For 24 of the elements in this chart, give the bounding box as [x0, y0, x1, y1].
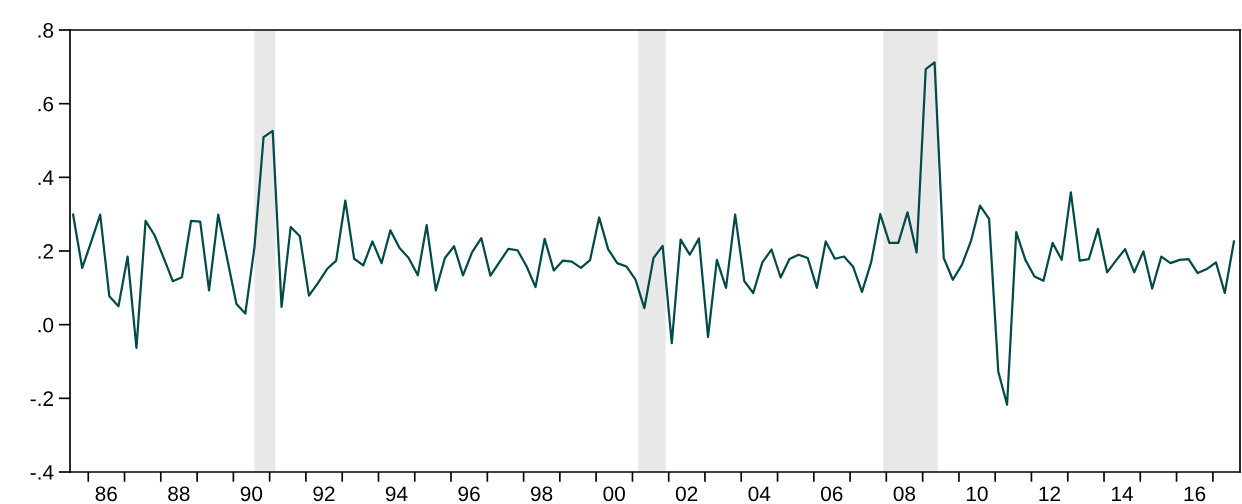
y-tick-label: .6 — [38, 96, 54, 112]
x-tick-label: 98 — [530, 486, 553, 502]
y-tick-label: -.2 — [30, 391, 53, 406]
x-tick-label: 06 — [821, 486, 843, 502]
y-tick-label: .8 — [38, 23, 54, 38]
x-tick-label: 16 — [1184, 486, 1206, 502]
x-tick-label: 04 — [748, 486, 771, 502]
line-series — [71, 61, 1236, 406]
y-tick-label: .4 — [38, 170, 54, 185]
y-tick-label: .2 — [38, 244, 53, 259]
x-tick-label: 86 — [95, 486, 117, 502]
x-tick-label: 94 — [385, 486, 408, 502]
y-tick-label: -.4 — [30, 465, 54, 480]
x-tick-label: 96 — [458, 486, 480, 502]
x-tick-label: 90 — [240, 486, 263, 502]
x-tick-label: 00 — [603, 486, 625, 502]
x-tick-label: 88 — [168, 486, 190, 502]
x-tick-label: 02 — [675, 486, 698, 502]
x-tick-label: 10 — [966, 486, 988, 502]
x-tick-label: 08 — [893, 486, 916, 502]
x-tick-label: 12 — [1039, 486, 1061, 501]
x-tick-label: 92 — [313, 486, 335, 502]
y-tick-label: .0 — [38, 317, 54, 333]
x-tick-label: 14 — [1112, 486, 1133, 501]
